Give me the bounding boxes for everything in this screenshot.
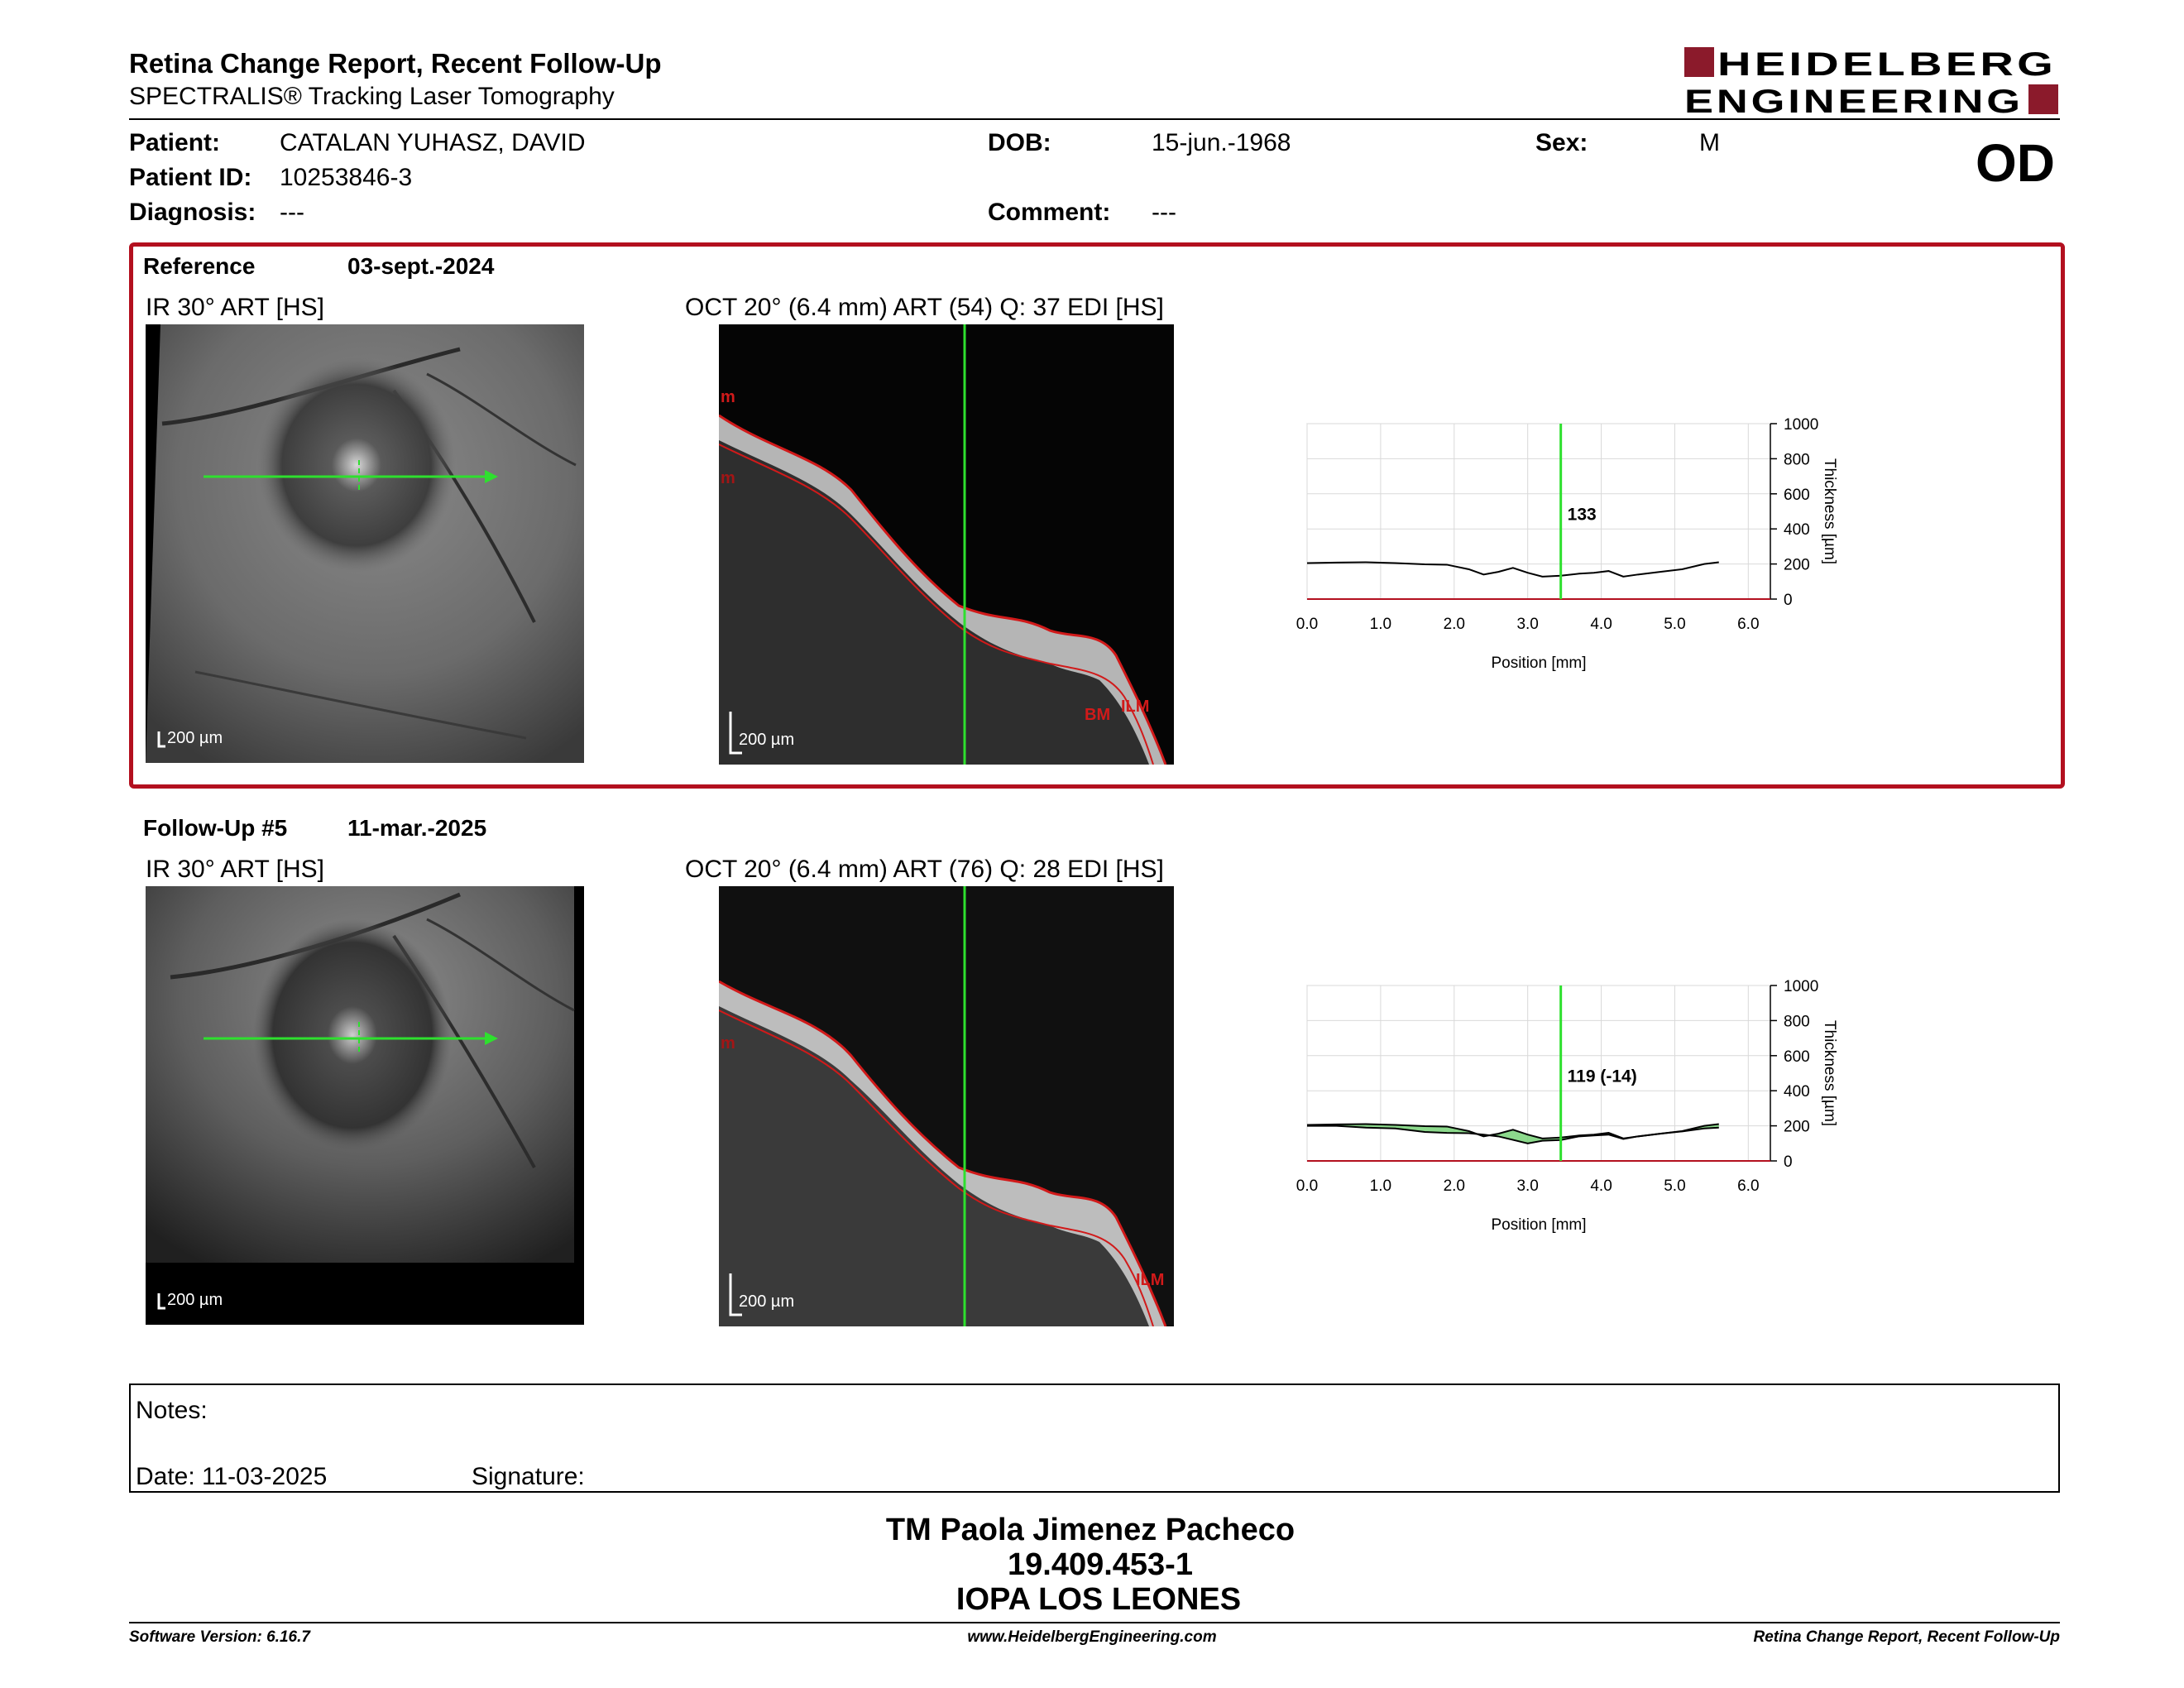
followup-oct-image: m ILM 200 µm [719, 886, 1174, 1326]
chart-x-tick-label: 5.0 [1664, 1177, 1685, 1195]
followup-oct-layer-m: m [721, 1034, 735, 1053]
chart-plot-area [1306, 985, 1771, 1162]
chart-x-tick-label: 2.0 [1444, 1177, 1465, 1195]
chart-y-tick-label: 1000 [1784, 978, 1818, 995]
chart-difference-area [1307, 1124, 1719, 1144]
chart-x-tick-label: 6.0 [1737, 1177, 1759, 1195]
website-link[interactable]: www.HeidelbergEngineering.com [967, 1628, 1217, 1646]
followup-ir-label: IR 30° ART [HS] [146, 856, 324, 883]
reference-ir-label: IR 30° ART [HS] [146, 294, 324, 321]
reference-oct-layer-m1: m [721, 388, 735, 406]
patient-id-label: Patient ID: [129, 164, 252, 191]
patient-name: CATALAN YUHASZ, DAVID [280, 129, 586, 156]
followup-oct-label: OCT 20° (6.4 mm) ART (76) Q: 28 EDI [HS] [685, 856, 1164, 883]
reference-date: 03-sept.-2024 [347, 253, 495, 279]
chart-x-tick-label: 3.0 [1516, 616, 1538, 633]
chart-x-tick-label: 4.0 [1590, 1177, 1612, 1195]
reference-ir-scale: 200 µm [167, 729, 223, 747]
chart-y-tick-label: 600 [1784, 1048, 1810, 1066]
followup-ir-scale: 200 µm [167, 1291, 223, 1309]
patient-name-label: Patient: [129, 129, 221, 156]
chart-y-tick-label: 400 [1784, 1083, 1810, 1101]
chart-plot-area [1306, 423, 1771, 600]
eye-indicator: OD [1976, 133, 2055, 193]
chart-x-tick-label: 1.0 [1370, 1177, 1391, 1195]
heidelberg-logo: HEIDELBERG ENGINEERING [1684, 46, 2058, 116]
logo-line1: HEIDELBERG [1717, 46, 2057, 83]
chart-y-tick-label: 0 [1784, 592, 1793, 609]
software-version: Software Version: 6.16.7 [129, 1628, 310, 1646]
chart-series-followup-line [1307, 1125, 1719, 1144]
chart-y-tick-label: 800 [1784, 451, 1810, 468]
signatory-name: TM Paola Jimenez Pacheco [885, 1513, 1296, 1547]
reference-oct-scale: 200 µm [739, 731, 794, 749]
reference-thickness-chart: 0 200 400 600 800 1000 0.0 1.0 2.0 3.0 4.0 5.0 6.0 Po… [1296, 416, 1838, 672]
chart-series-baseline-line [1306, 561, 1719, 578]
signature-label: Signature: [472, 1463, 585, 1490]
chart-x-tick-label: 0.0 [1296, 616, 1318, 633]
followup-oct-layer-ilm: ILM [1136, 1271, 1164, 1289]
header-rule [129, 118, 2060, 120]
logo-line2: ENGINEERING [1684, 84, 2024, 116]
reference-oct-label: OCT 20° (6.4 mm) ART (54) Q: 37 EDI [HS] [685, 294, 1164, 321]
report-title: Retina Change Report, Recent Follow-Up [129, 48, 662, 79]
chart-y-tick-label: 0 [1784, 1153, 1793, 1171]
chart-y-tick-label: 800 [1784, 1013, 1810, 1030]
comment: --- [1152, 199, 1176, 226]
chart-x-tick-label: 0.0 [1296, 1177, 1318, 1195]
diagnosis-label: Diagnosis: [129, 199, 256, 226]
reference-oct-layer-bm: BM [1085, 706, 1110, 724]
report-subtitle: SPECTRALIS® Tracking Laser Tomography [129, 83, 615, 110]
reference-oct-layer-ilm: ILM [1121, 698, 1149, 716]
chart-x-tick-label: 1.0 [1370, 616, 1391, 633]
followup-label: Follow-Up #5 [143, 815, 288, 841]
chart-y-tick-label: 200 [1784, 1119, 1810, 1136]
chart-x-tick-label: 4.0 [1590, 616, 1612, 633]
patient-id: 10253846-3 [280, 164, 413, 191]
chart-y-tick-label: 400 [1784, 521, 1810, 539]
chart-x-tick-label: 2.0 [1444, 616, 1465, 633]
diagnosis: --- [280, 199, 304, 226]
followup-thickness-chart: 0 200 400 600 800 1000 0.0 1.0 2.0 3.0 4.0 5.0 6.0 Po… [1296, 978, 1838, 1234]
footer-report-name: Retina Change Report, Recent Follow-Up [1753, 1628, 2060, 1646]
chart-x-tick-label: 6.0 [1737, 616, 1759, 633]
chart-x-axis-label: Position [mm] [1491, 655, 1586, 672]
chart-x-axis-label: Position [mm] [1491, 1216, 1586, 1234]
followup-date: 11-mar.-2025 [347, 815, 487, 841]
notes-label: Notes: [136, 1397, 208, 1424]
followup-ir-image: 200 µm [146, 886, 584, 1325]
chart-x-tick-label: 3.0 [1516, 1177, 1538, 1195]
reference-oct-image: m m BM ILM 200 µm [719, 324, 1174, 765]
followup-oct-scale: 200 µm [739, 1292, 794, 1311]
chart-marker-value: 119 (-14) [1568, 1067, 1637, 1086]
footer-rule [129, 1622, 2060, 1623]
reference-label: Reference [143, 253, 256, 279]
chart-y-tick-label: 600 [1784, 487, 1810, 504]
signatory-rut: 19.409.453-1 [1008, 1547, 1193, 1582]
dob: 15-jun.-1968 [1152, 129, 1291, 156]
chart-y-tick-label: 1000 [1784, 416, 1818, 434]
chart-x-tick-label: 5.0 [1664, 616, 1685, 633]
reference-oct-layer-m2: m [721, 469, 735, 487]
signatory-institution: IOPA LOS LEONES [956, 1582, 1242, 1617]
sex-label: Sex: [1535, 129, 1588, 156]
notes-date: Date: 11-03-2025 [136, 1463, 328, 1490]
comment-label: Comment: [988, 199, 1111, 226]
chart-y-axis-label: Thickness [µm] [1821, 1020, 1838, 1126]
chart-y-tick-label: 200 [1784, 557, 1810, 574]
chart-marker-value: 133 [1568, 506, 1597, 525]
reference-ir-image: 200 µm [146, 324, 584, 763]
reference-frame [129, 242, 2065, 789]
notes-box [129, 1383, 2060, 1493]
sex: M [1699, 129, 1720, 156]
chart-y-axis-label: Thickness [µm] [1821, 458, 1838, 564]
dob-label: DOB: [988, 129, 1051, 156]
